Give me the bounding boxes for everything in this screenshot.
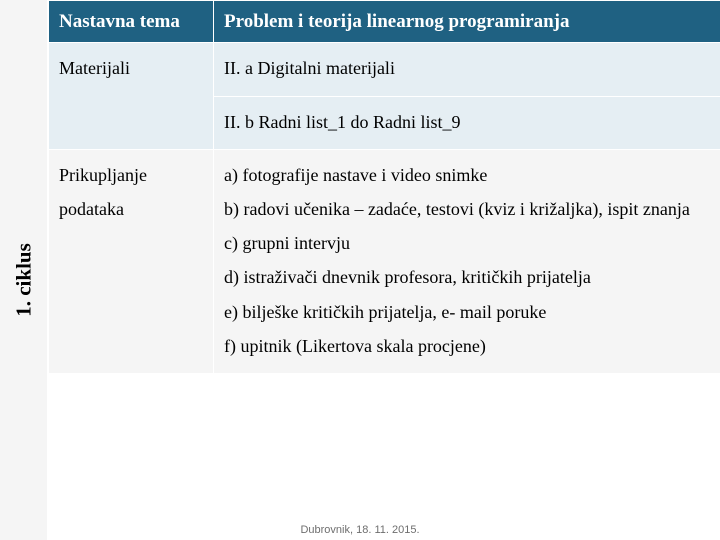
materials-left: Materijali (49, 43, 214, 149)
page-root: 1. ciklus Nastavna tema Problem i teorij… (0, 0, 720, 540)
collect-right: a) fotografije nastave i video snimke b)… (214, 149, 720, 373)
content-table: Nastavna tema Problem i teorija linearno… (48, 0, 720, 374)
footer-text: Dubrovnik, 18. 11. 2015. (0, 524, 720, 536)
collect-row: Prikupljanje podataka a) fotografije nas… (49, 149, 720, 373)
collect-left: Prikupljanje podataka (49, 149, 214, 373)
cycle-label: 1. ciklus (11, 243, 36, 317)
header-left: Nastavna tema (49, 1, 214, 43)
materials-right-1: II. a Digitalni materijali (214, 43, 720, 96)
table-header-row: Nastavna tema Problem i teorija linearno… (49, 1, 720, 43)
header-right: Problem i teorija linearnog programiranj… (214, 1, 720, 43)
materials-row-1: Materijali II. a Digitalni materijali (49, 43, 720, 96)
cycle-sidebar: 1. ciklus (0, 0, 48, 540)
materials-right-2: II. b Radni list_1 do Radni list_9 (214, 96, 720, 149)
